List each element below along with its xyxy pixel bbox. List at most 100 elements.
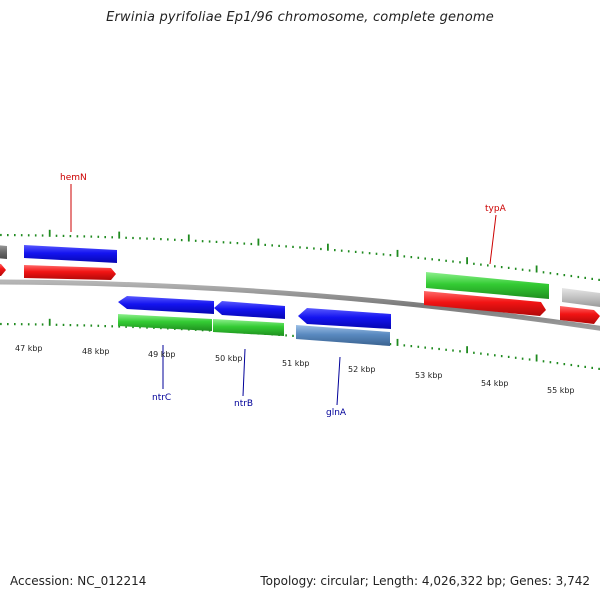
outer-minor-tick [452, 260, 454, 263]
outer-minor-tick [278, 244, 280, 247]
outer-minor-tick [62, 234, 65, 237]
inner-minor-tick [417, 345, 420, 348]
gene-arrow-red-left[interactable] [0, 263, 6, 276]
gene-hemN-arrow[interactable] [24, 245, 117, 263]
outer-minor-tick [146, 237, 148, 240]
gene-red-arrow-3[interactable] [560, 306, 600, 324]
inner-minor-tick [500, 355, 503, 358]
kbp-label-53: 53 kbp [415, 371, 443, 380]
gene-label-typA[interactable]: typA [485, 204, 507, 214]
gene-green-block-1[interactable] [118, 314, 212, 331]
gene-red-arrow-2[interactable] [424, 291, 546, 316]
outer-minor-tick [14, 234, 16, 237]
outer-minor-tick [250, 242, 253, 246]
gene-label-hemN[interactable]: hemN [60, 173, 87, 183]
outer-minor-tick [320, 247, 322, 251]
outer-minor-tick [201, 240, 204, 243]
gene-label-glnA[interactable]: glnA [326, 408, 347, 418]
gene-label-ntrB[interactable]: ntrB [234, 399, 253, 409]
gene-arrow-dark-left[interactable] [0, 245, 7, 259]
inner-minor-tick [90, 324, 93, 327]
outer-minor-tick [431, 258, 433, 261]
outer-minor-tick [194, 239, 197, 242]
outer-minor-tick [563, 274, 566, 277]
kbp-label-55: 55 kbp [547, 386, 575, 395]
inner-minor-tick [521, 357, 524, 360]
outer-minor-tick [153, 237, 155, 240]
gene-gray-arrow[interactable] [562, 288, 600, 307]
outer-minor-tick [591, 277, 593, 280]
outer-minor-tick [361, 251, 364, 254]
gene-red-arrow-1[interactable] [24, 265, 116, 280]
inner-minor-tick [598, 367, 600, 370]
gene-label-ntrC[interactable]: ntrC [152, 393, 171, 403]
outer-minor-tick [208, 240, 211, 243]
inner-major-tick [466, 346, 468, 354]
outer-minor-tick [459, 261, 461, 264]
inner-minor-tick [570, 363, 573, 367]
gene-ntrC-arrow[interactable] [118, 296, 214, 314]
inner-minor-tick [445, 348, 447, 351]
outer-minor-tick [222, 241, 225, 244]
outer-minor-tick [368, 252, 371, 255]
ntrB-leader-line [242, 348, 246, 397]
kbp-label-48: 48 kbp [82, 347, 110, 356]
kbp-label-51: 51 kbp [282, 359, 310, 368]
outer-minor-tick [480, 263, 482, 266]
accession-text: Accession: NC_012214 [10, 574, 147, 588]
outer-minor-tick [285, 245, 287, 248]
inner-minor-tick [292, 334, 294, 337]
gene-green-block-2[interactable] [213, 319, 284, 336]
gene-ntrB-arrow[interactable] [214, 301, 285, 319]
outer-minor-tick [41, 234, 44, 237]
outer-minor-tick [528, 269, 531, 272]
outer-minor-tick [180, 239, 183, 242]
outer-minor-tick [215, 240, 218, 243]
outer-minor-tick [243, 242, 246, 245]
inner-minor-tick [0, 322, 2, 326]
outer-minor-tick [83, 235, 86, 238]
outer-minor-tick [334, 249, 336, 252]
outer-major-tick [257, 238, 260, 246]
gene-glnA-arrow[interactable] [298, 308, 391, 329]
inner-minor-tick [528, 358, 531, 361]
chromosome-backbone [0, 279, 600, 331]
outer-minor-tick [347, 250, 350, 253]
inner-minor-tick [494, 354, 496, 357]
inner-minor-tick [403, 344, 406, 347]
inner-minor-tick [584, 365, 586, 368]
outer-minor-tick [34, 234, 37, 237]
map-title: Erwinia pyrifoliae Ep1/96 chromosome, co… [106, 10, 494, 25]
outer-minor-tick [125, 236, 127, 239]
inner-major-tick [535, 354, 538, 362]
outer-major-tick [187, 234, 190, 242]
outer-minor-tick [382, 253, 385, 256]
kbp-label-49: 49 kbp [148, 350, 176, 359]
outer-minor-tick [514, 267, 517, 270]
gene-typA-arrow[interactable] [426, 272, 549, 299]
outer-minor-tick [549, 272, 552, 275]
outer-major-tick [327, 243, 329, 251]
gene-steel-block[interactable] [296, 325, 390, 346]
outer-tick-track [0, 229, 600, 281]
outer-minor-tick [160, 238, 162, 241]
inner-minor-tick [146, 326, 148, 329]
kbp-label-47: 47 kbp [15, 344, 43, 353]
inner-minor-tick [125, 325, 127, 328]
inner-minor-tick [514, 356, 517, 359]
inner-minor-tick [7, 323, 9, 326]
inner-minor-tick [591, 366, 593, 369]
inner-minor-tick [55, 323, 58, 326]
outer-minor-tick [584, 276, 586, 279]
outer-minor-tick [577, 275, 580, 279]
outer-minor-tick [473, 262, 475, 265]
outer-major-tick [118, 231, 121, 239]
outer-minor-tick [313, 247, 315, 250]
outer-major-tick [48, 229, 51, 237]
outer-minor-tick [494, 265, 496, 268]
outer-minor-tick [424, 257, 426, 260]
outer-minor-tick [375, 252, 378, 255]
outer-minor-tick [69, 235, 72, 238]
inner-minor-tick [132, 325, 134, 329]
